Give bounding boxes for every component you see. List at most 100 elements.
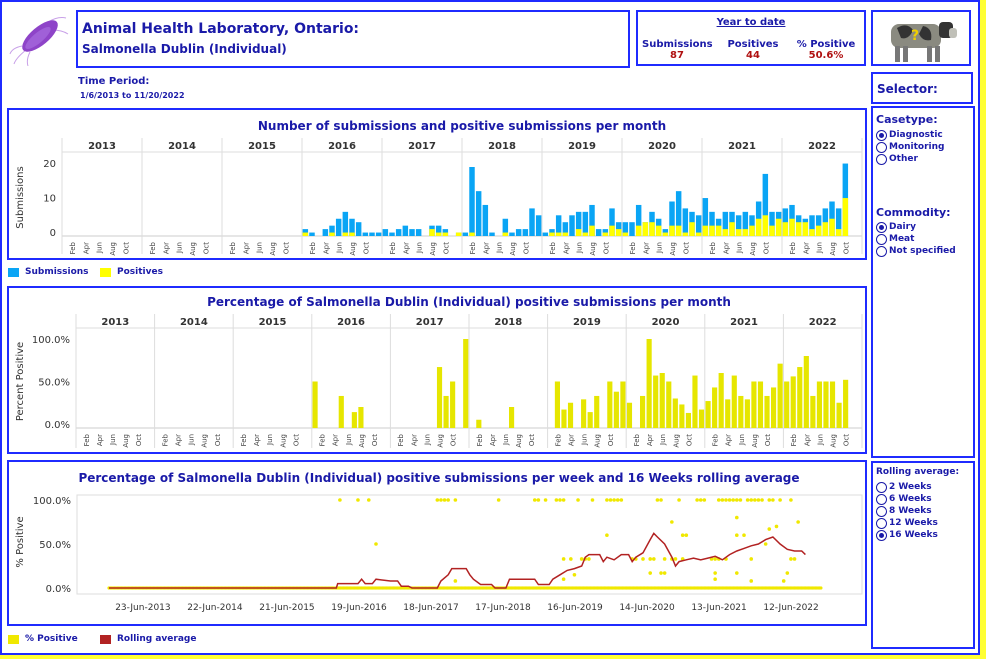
month-tick-label: Jun [416, 242, 424, 254]
radio-icon[interactable] [876, 141, 887, 153]
bar-percent [797, 367, 803, 428]
radio-icon[interactable] [876, 493, 887, 505]
bar-submissions [582, 211, 589, 236]
bar-positives [829, 218, 835, 236]
bar-positives [702, 225, 709, 236]
bar-percent [567, 402, 574, 428]
month-tick-label: Apr [162, 242, 170, 254]
bar-submissions [375, 232, 382, 236]
point-weekly [713, 557, 717, 561]
month-tick-label: Apr [646, 434, 654, 446]
radio-icon[interactable] [876, 153, 887, 165]
radio-dairy[interactable]: Dairy [876, 221, 956, 233]
radio-icon[interactable] [876, 233, 887, 245]
month-tick-label: Jun [656, 242, 664, 254]
bar-positives [735, 229, 742, 236]
bar-percent [816, 381, 822, 428]
point-weekly [442, 498, 447, 502]
month-tick-label: Apr [568, 434, 576, 446]
bar-positives [729, 222, 735, 236]
legend-pct-positive: % Positive [8, 634, 78, 644]
chart-submissions: Number of submissions and positive submi… [15, 119, 863, 256]
point-weekly [749, 498, 754, 502]
bar-percent [640, 395, 646, 428]
radio-diagnostic[interactable]: Diagnostic [876, 129, 945, 141]
month-tick-label: Aug [429, 242, 437, 256]
point-weekly [734, 515, 739, 520]
ytd-submissions-label: Submissions [642, 39, 713, 50]
radio-6-weeks[interactable]: 6 Weeks [876, 493, 938, 505]
radio-2-weeks[interactable]: 2 Weeks [876, 481, 938, 493]
radio-icon[interactable] [876, 505, 887, 517]
point-weekly [648, 571, 653, 575]
radio-label: 8 Weeks [889, 506, 932, 516]
bar-percent [338, 395, 344, 428]
bar-positives [642, 222, 649, 236]
bar-positives [809, 229, 815, 236]
point-weekly [662, 557, 667, 561]
radio-icon-checked[interactable] [876, 529, 887, 541]
bar-positives [775, 218, 782, 236]
bar-percent [666, 381, 672, 428]
month-tick-label: Feb [389, 241, 397, 254]
point-weekly [619, 498, 624, 502]
point-weekly [677, 498, 681, 502]
bar-submissions [362, 232, 369, 236]
radio-8-weeks[interactable]: 8 Weeks [876, 505, 938, 517]
radio-12-weeks[interactable]: 12 Weeks [876, 517, 938, 529]
radio-monitoring[interactable]: Monitoring [876, 141, 945, 153]
bar-positives [715, 225, 722, 236]
bar-submissions [635, 204, 642, 236]
month-tick-label: Jun [576, 242, 584, 254]
bar-positives [662, 232, 669, 236]
bar-positives [575, 229, 582, 236]
radio-icon[interactable] [876, 245, 887, 257]
selector-title: Selector: [877, 82, 938, 96]
bar-percent [587, 412, 593, 428]
bar-submissions [595, 229, 602, 236]
bar-submissions [675, 191, 682, 236]
bar-submissions [762, 173, 769, 236]
month-tick-label: Oct [528, 434, 536, 446]
radio-meat[interactable]: Meat [876, 233, 956, 245]
point-weekly [532, 498, 537, 502]
month-tick-label: Apr [722, 242, 730, 254]
month-tick-label: Feb [161, 433, 169, 446]
point-weekly [680, 533, 685, 537]
point-weekly [453, 579, 458, 583]
bar-positives [835, 229, 842, 236]
month-tick-label: Jun [816, 242, 824, 254]
bar-submissions [475, 191, 482, 236]
y-tick-label: 0.0% [46, 584, 71, 595]
radio-other[interactable]: Other [876, 153, 945, 165]
radio-label: Not specified [889, 246, 956, 256]
radio-icon-checked[interactable] [876, 221, 887, 233]
cow-box: ? [871, 10, 971, 66]
bar-positives [549, 232, 555, 236]
radio-icon[interactable] [876, 517, 887, 529]
radio-not-specified[interactable]: Not specified [876, 245, 956, 257]
x-tick-label: 18-Jun-2017 [403, 603, 458, 613]
legend-label: Submissions [25, 267, 89, 277]
bar-submissions [702, 198, 709, 236]
bar-percent [607, 381, 613, 428]
month-tick-label: Aug [201, 434, 209, 448]
bar-positives [822, 222, 829, 236]
point-weekly [716, 498, 721, 502]
point-weekly [659, 571, 663, 575]
radio-icon-checked[interactable] [876, 129, 887, 141]
radio-icon[interactable] [876, 481, 887, 493]
chart-title: Percentage of Salmonella Dublin (Individ… [78, 471, 799, 485]
ytd-heading[interactable]: Year to date [716, 17, 786, 28]
point-weekly [356, 498, 360, 502]
bar-percent [810, 395, 816, 428]
point-weekly [453, 498, 458, 502]
bar-percent [744, 399, 750, 428]
month-tick-label: Apr [253, 434, 261, 446]
x-tick-label: 16-Jun-2019 [547, 603, 603, 613]
y-tick-label: 0 [50, 228, 56, 239]
month-tick-label: Oct [122, 242, 130, 254]
radio-16-weeks[interactable]: 16 Weeks [876, 529, 938, 541]
month-tick-label: Aug [594, 434, 602, 448]
bar-submissions [469, 167, 475, 236]
